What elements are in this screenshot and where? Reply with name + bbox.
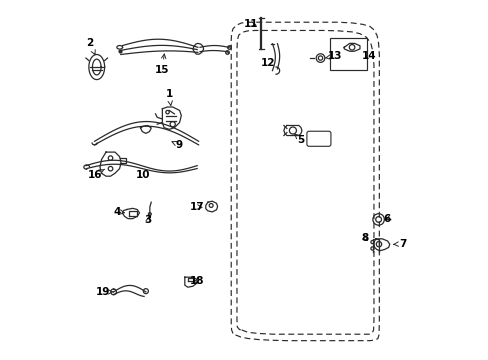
Text: 9: 9 — [172, 140, 183, 150]
Text: 14: 14 — [361, 51, 376, 61]
Text: 4: 4 — [113, 207, 124, 217]
Text: 2: 2 — [86, 38, 95, 55]
Text: 18: 18 — [189, 276, 204, 286]
Text: 16: 16 — [87, 169, 104, 180]
Text: 6: 6 — [383, 214, 390, 224]
Text: 3: 3 — [144, 215, 152, 225]
Text: 19: 19 — [96, 287, 113, 297]
Text: 13: 13 — [324, 51, 342, 61]
Text: 1: 1 — [165, 89, 172, 105]
Text: 15: 15 — [155, 54, 169, 75]
Text: 10: 10 — [136, 170, 150, 180]
Text: 8: 8 — [360, 233, 367, 243]
Text: 11: 11 — [243, 19, 258, 29]
Text: 12: 12 — [260, 58, 274, 68]
Text: 17: 17 — [189, 202, 204, 212]
Text: 5: 5 — [294, 134, 304, 145]
Text: 7: 7 — [393, 239, 406, 249]
